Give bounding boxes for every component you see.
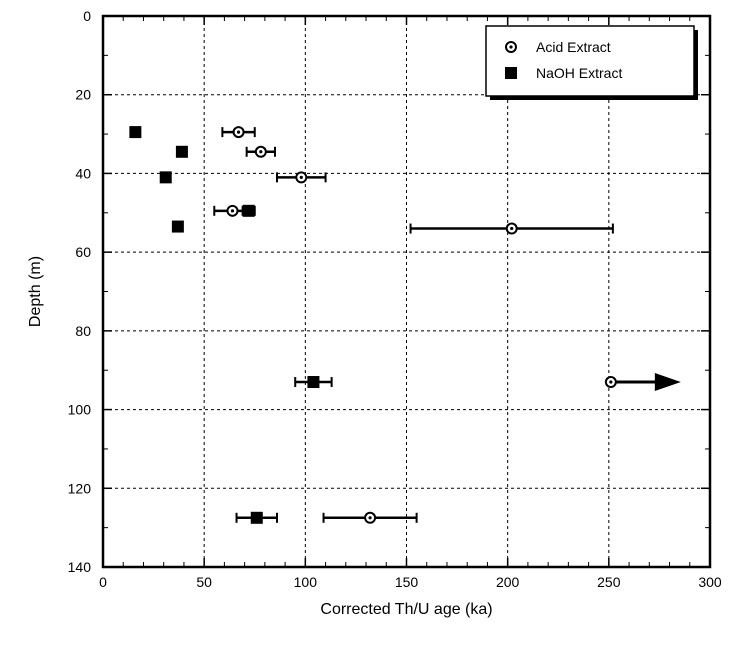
data-points <box>129 126 681 524</box>
x-tick-label: 250 <box>597 574 621 590</box>
y-axis-title: Depth (m) <box>27 256 44 327</box>
legend-box <box>485 25 695 97</box>
naoh-extract-point <box>307 376 320 389</box>
y-tick-label: 80 <box>75 323 91 339</box>
acid-extract-point <box>364 511 377 524</box>
naoh-extract-point <box>171 220 184 233</box>
y-tick-label: 0 <box>83 8 91 24</box>
acid-extract-point <box>604 376 617 389</box>
y-tick-label: 140 <box>68 559 92 575</box>
y-tick-label: 20 <box>75 87 91 103</box>
marker-dot <box>236 130 241 134</box>
naoh-extract-point <box>159 171 172 184</box>
y-tick-label: 100 <box>68 402 92 418</box>
marker-dot <box>299 175 303 179</box>
legend: Acid Extract NaOH Extract <box>485 25 698 100</box>
legend-circle-marker <box>505 41 517 53</box>
marker-dot <box>509 45 513 49</box>
x-tick-label: 300 <box>698 574 722 590</box>
marker-dot <box>368 516 372 520</box>
marker-dot <box>510 226 514 231</box>
arrow-head <box>654 373 681 392</box>
marker-dot <box>259 150 263 154</box>
x-tick-label: 200 <box>496 574 520 590</box>
naoh-extract-point <box>242 204 255 217</box>
acid-extract-point <box>295 171 308 184</box>
legend-square-marker <box>505 67 517 79</box>
acid-extract-point <box>254 145 267 158</box>
x-tick-label: 0 <box>99 574 107 590</box>
acid-extract-point <box>232 126 245 139</box>
naoh-extract-point <box>175 145 188 158</box>
x-tick-label: 100 <box>294 574 318 590</box>
legend-label-acid: Acid Extract <box>536 39 611 55</box>
x-tick-label: 50 <box>196 574 212 590</box>
y-tick-label: 60 <box>75 244 91 260</box>
x-tick-label: 150 <box>395 574 419 590</box>
legend-marker-naoh <box>505 67 517 79</box>
acid-extract-point <box>505 222 518 235</box>
legend-marker-acid <box>505 41 517 53</box>
naoh-extract-point <box>129 126 142 139</box>
tick-labels: 0 50 100 150 200 250 300 0 20 40 60 80 100 120 140 <box>68 8 722 590</box>
x-axis-title: Corrected Th/U age (ka) <box>320 601 492 618</box>
marker-dot <box>609 380 613 384</box>
naoh-extract-point <box>250 511 263 524</box>
y-tick-label: 40 <box>75 165 91 181</box>
legend-label-naoh: NaOH Extract <box>536 65 622 81</box>
acid-extract-point <box>226 204 239 217</box>
marker-dot <box>230 209 235 213</box>
y-tick-label: 120 <box>68 480 92 496</box>
plot-frame <box>101 14 712 569</box>
